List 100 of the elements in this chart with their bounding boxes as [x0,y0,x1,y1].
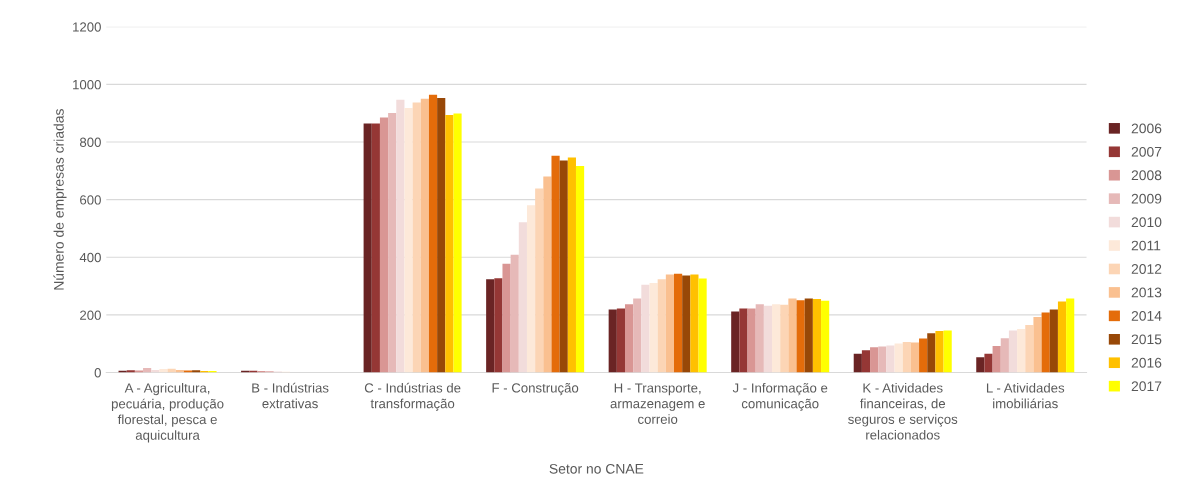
bar [379,117,389,373]
legend-label: 2017 [1131,381,1162,392]
legend-label: 2016 [1131,357,1162,368]
bar [404,108,413,373]
bar [804,298,813,373]
bar [731,311,740,373]
bar [1008,330,1018,373]
legend-label: 2008 [1131,170,1162,181]
y-tick-label: 800 [79,137,101,147]
legend-label: 2011 [1131,240,1161,251]
bar [371,123,380,373]
bar [992,346,1001,373]
bar [428,94,438,373]
legend-label: 2006 [1131,123,1162,134]
bar [861,350,871,373]
bar [567,157,576,373]
bar [396,99,405,373]
bar [616,308,625,373]
bar [502,263,511,373]
bar [747,308,756,373]
bar [698,278,707,373]
bar [363,123,372,373]
bar [526,205,536,373]
bar [682,275,691,373]
bar [763,305,773,373]
y-tick-label: 400 [79,252,101,263]
bar [772,304,781,373]
bar [649,282,658,373]
bar [878,346,887,373]
bar [657,279,666,373]
legend-label: 2009 [1131,193,1162,204]
bar [543,176,552,373]
bar [420,98,429,373]
legend-label: 2012 [1131,264,1162,274]
bar [518,222,527,373]
y-tick-label: 1200 [73,22,101,32]
bar [641,284,650,373]
bar [976,357,985,373]
bar [984,353,993,373]
bar [665,274,675,373]
bar [894,343,903,373]
legend-label: 2013 [1131,287,1162,298]
bar [788,298,797,373]
x-tick-label: F - Construção [492,382,579,396]
bar [919,338,928,373]
x-tick-label: A - Agricultura, pecuária, produção florestal, pesca e aquicultura [111,382,224,443]
y-tick-label: 200 [80,310,101,320]
bar [1066,298,1075,373]
y-tick-label: 1000 [73,79,101,90]
bar [1033,316,1042,373]
bar [559,160,568,373]
x-tick-label: C - Indústrias de transformação [364,382,461,411]
legend-label: 2010 [1131,217,1162,228]
bar [608,309,617,373]
y-axis-title: Número de empresas criadas [53,109,67,290]
bar [1017,329,1026,373]
bar [796,300,805,373]
bar [755,304,764,373]
legend-label: 2014 [1131,310,1162,321]
legend-label: 2015 [1131,334,1162,345]
bar [388,112,397,373]
bar [551,155,560,373]
bar [453,113,462,373]
bar [853,353,862,373]
bar [812,299,822,373]
bar [625,304,634,373]
bar [486,279,495,373]
bar [927,333,936,373]
bar [886,345,895,373]
bar [437,97,446,373]
x-axis-title: Setor no CNAE [549,463,644,474]
bar [1057,301,1067,373]
x-tick-label: H - Transporte, armazenagem e correio [610,383,705,424]
bar [510,254,519,373]
y-tick-label: 0 [94,368,101,378]
bar [902,342,911,373]
x-tick-label: B - Indústrias extrativas [252,382,329,409]
bar [674,273,683,373]
y-tick-label: 600 [80,195,101,205]
bar [1000,338,1009,373]
bar [910,342,920,373]
bar [870,347,879,373]
bar [821,300,830,373]
bar [633,298,642,373]
bar [494,278,503,373]
bar [159,369,168,373]
x-tick-label: K - Atividades financeiras, de seguros e serviços relacionados [848,382,958,440]
bar [535,188,544,373]
bar [739,308,748,373]
bar [943,330,952,373]
x-tick-label: J - Informação e comunicação [732,382,828,411]
bar [412,102,421,373]
bar [1041,312,1050,373]
bar [780,304,789,373]
bar [935,331,944,373]
bar [575,165,585,373]
bar [690,274,699,373]
bar [1025,325,1034,373]
bar [445,114,454,373]
x-tick-label: L - Atividades imobiliárias [986,382,1065,409]
